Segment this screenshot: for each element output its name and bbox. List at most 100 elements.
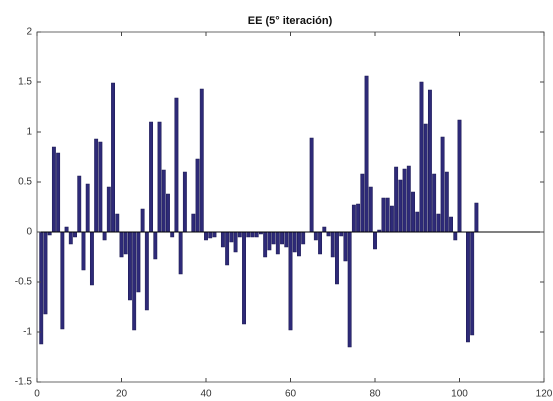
bar bbox=[225, 231, 230, 266]
bar bbox=[98, 141, 103, 233]
bar bbox=[271, 231, 276, 245]
x-tick-label: 60 bbox=[285, 389, 297, 400]
bar bbox=[347, 231, 352, 348]
bar bbox=[360, 173, 365, 233]
bar bbox=[432, 173, 437, 233]
y-tick-label: -0.5 bbox=[15, 277, 33, 288]
bar bbox=[373, 231, 377, 250]
bar bbox=[132, 231, 137, 331]
bar bbox=[263, 231, 268, 258]
bar bbox=[56, 152, 61, 233]
bar bbox=[68, 231, 73, 245]
bar bbox=[284, 231, 289, 248]
bar bbox=[102, 231, 107, 241]
bar bbox=[64, 226, 69, 233]
bar bbox=[149, 121, 154, 233]
bar bbox=[427, 89, 432, 233]
y-tick-label: 2 bbox=[26, 27, 32, 38]
bar bbox=[237, 231, 242, 238]
bar bbox=[444, 171, 449, 233]
y-tick-label: 1 bbox=[26, 127, 32, 138]
bar bbox=[85, 183, 90, 233]
bar bbox=[39, 231, 44, 345]
y-tick-label: -1 bbox=[23, 327, 32, 338]
bar bbox=[242, 231, 246, 325]
bar bbox=[208, 231, 213, 239]
bar bbox=[119, 231, 124, 258]
bar bbox=[406, 165, 411, 233]
y-tick-label: 1.5 bbox=[18, 77, 32, 88]
bar bbox=[128, 231, 132, 301]
bar bbox=[318, 231, 323, 255]
bar bbox=[457, 119, 462, 233]
bar bbox=[356, 203, 361, 233]
bar bbox=[297, 231, 301, 257]
y-tick-label: 0 bbox=[26, 227, 32, 238]
bar bbox=[174, 97, 179, 233]
bar bbox=[419, 81, 424, 233]
bar bbox=[123, 231, 128, 255]
bar bbox=[136, 231, 141, 293]
bar bbox=[394, 166, 399, 233]
bar bbox=[43, 231, 48, 315]
x-tick-label: 20 bbox=[116, 389, 128, 400]
bar bbox=[309, 137, 314, 233]
bar bbox=[153, 231, 158, 260]
y-tick-label: -1.5 bbox=[15, 377, 33, 388]
chart-title: EE (5° iteración) bbox=[248, 15, 333, 27]
bar bbox=[364, 75, 369, 233]
bar bbox=[339, 231, 344, 237]
bar bbox=[440, 136, 445, 233]
bar bbox=[106, 186, 111, 233]
bar bbox=[166, 193, 170, 233]
bar bbox=[51, 146, 56, 233]
y-tick-label: 0.5 bbox=[18, 177, 32, 188]
bar bbox=[94, 138, 99, 233]
bar bbox=[178, 231, 183, 275]
bar bbox=[470, 231, 475, 336]
bar bbox=[280, 231, 284, 245]
x-tick-label: 80 bbox=[369, 389, 381, 400]
bar bbox=[368, 186, 373, 233]
bar bbox=[212, 231, 217, 238]
bar bbox=[275, 231, 280, 255]
bar bbox=[313, 231, 318, 241]
bar bbox=[335, 231, 339, 285]
bar bbox=[254, 231, 259, 238]
bar bbox=[199, 88, 204, 233]
bar bbox=[292, 231, 297, 253]
bar bbox=[415, 211, 420, 233]
bar bbox=[322, 226, 327, 233]
x-tick-label: 120 bbox=[536, 389, 553, 400]
bar bbox=[140, 208, 145, 233]
bar bbox=[466, 231, 470, 343]
bar bbox=[351, 204, 356, 233]
bar bbox=[389, 205, 394, 233]
bar bbox=[301, 231, 306, 245]
bar bbox=[411, 191, 415, 233]
bar bbox=[60, 231, 65, 330]
bar bbox=[330, 231, 335, 258]
bar bbox=[453, 231, 458, 241]
bar bbox=[229, 231, 234, 243]
bar bbox=[402, 168, 407, 233]
bar bbox=[220, 231, 225, 248]
bar bbox=[250, 231, 255, 238]
bar bbox=[157, 121, 162, 233]
bar bbox=[182, 171, 187, 233]
bar bbox=[233, 231, 238, 253]
bar bbox=[170, 231, 175, 238]
bar bbox=[81, 231, 86, 271]
bar bbox=[144, 231, 149, 311]
bar bbox=[191, 213, 196, 233]
x-tick-label: 100 bbox=[451, 389, 468, 400]
bar bbox=[385, 197, 390, 233]
bar bbox=[115, 213, 120, 233]
bar bbox=[423, 123, 428, 233]
x-tick-label: 40 bbox=[200, 389, 212, 400]
bar bbox=[89, 231, 94, 286]
bar bbox=[381, 197, 386, 233]
bar bbox=[343, 231, 348, 262]
bar bbox=[474, 202, 479, 233]
